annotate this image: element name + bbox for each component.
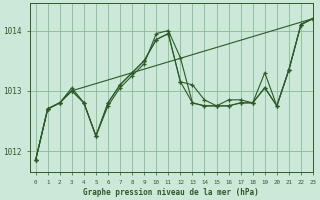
X-axis label: Graphe pression niveau de la mer (hPa): Graphe pression niveau de la mer (hPa) [84,188,259,197]
